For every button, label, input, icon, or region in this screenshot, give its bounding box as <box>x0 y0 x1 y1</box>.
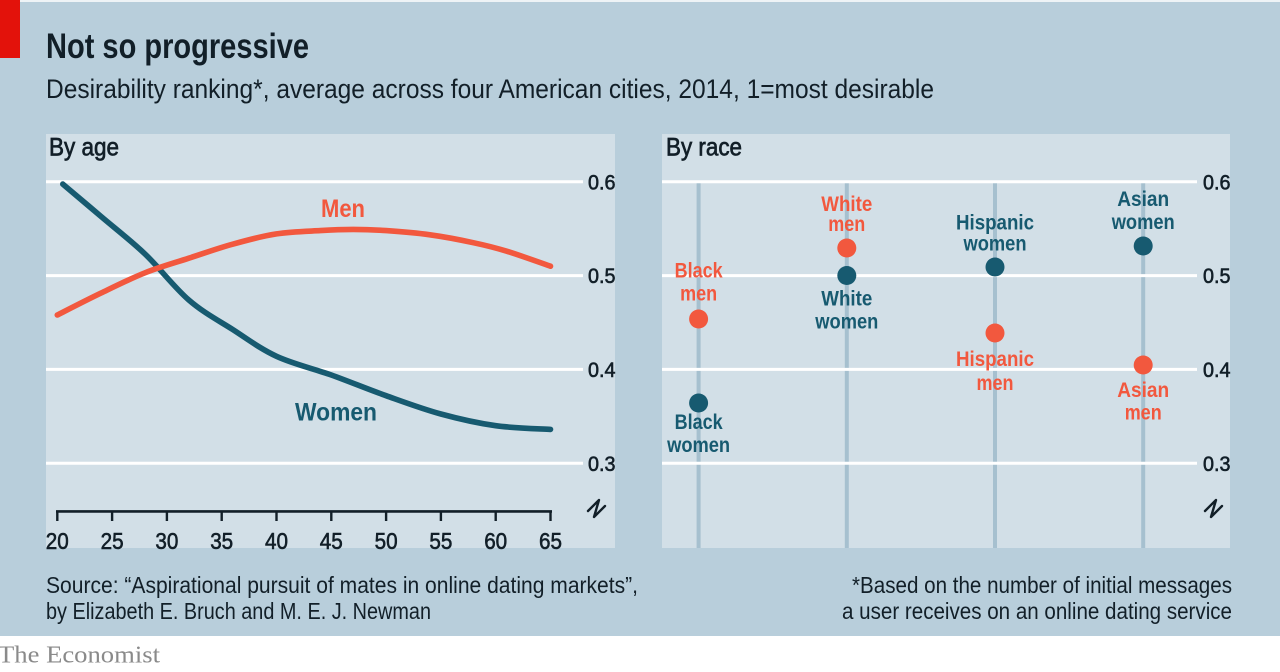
svg-text:55: 55 <box>429 528 452 554</box>
svg-text:0.6: 0.6 <box>588 171 616 194</box>
svg-text:By age: By age <box>49 134 119 162</box>
svg-text:Asian: Asian <box>1117 187 1169 211</box>
svg-text:women: women <box>666 433 730 457</box>
svg-text:45: 45 <box>320 528 343 554</box>
svg-text:Source: “Aspirational pursuit: Source: “Aspirational pursuit of mates i… <box>46 572 638 598</box>
svg-text:20: 20 <box>46 528 69 554</box>
svg-text:0.3: 0.3 <box>1203 453 1231 476</box>
svg-text:25: 25 <box>101 528 124 554</box>
svg-text:a user receives on an online d: a user receives on an online dating serv… <box>842 598 1232 624</box>
svg-text:women: women <box>963 232 1027 256</box>
svg-text:Asian: Asian <box>1117 378 1169 402</box>
svg-text:Hispanic: Hispanic <box>956 347 1034 371</box>
svg-text:Not so progressive: Not so progressive <box>46 27 309 66</box>
svg-text:0.6: 0.6 <box>1203 171 1231 194</box>
svg-text:0.4: 0.4 <box>588 359 616 382</box>
svg-text:men: men <box>977 371 1014 395</box>
svg-text:Women: Women <box>295 399 377 427</box>
svg-text:0.5: 0.5 <box>588 265 616 288</box>
svg-text:0.5: 0.5 <box>1203 265 1231 288</box>
svg-text:60: 60 <box>484 528 507 554</box>
svg-text:65: 65 <box>539 528 562 554</box>
svg-text:Desirability ranking*, average: Desirability ranking*, average across fo… <box>46 74 934 104</box>
svg-text:Hispanic: Hispanic <box>956 211 1034 235</box>
svg-text:*Based on the number of initia: *Based on the number of initial messages <box>852 572 1232 598</box>
svg-text:30: 30 <box>155 528 178 554</box>
svg-text:White: White <box>821 287 872 311</box>
svg-text:40: 40 <box>265 528 288 554</box>
svg-text:men: men <box>1125 401 1162 425</box>
svg-text:35: 35 <box>210 528 233 554</box>
svg-text:50: 50 <box>375 528 398 554</box>
svg-text:women: women <box>1111 210 1175 234</box>
svg-text:women: women <box>814 310 878 334</box>
svg-text:men: men <box>680 282 717 306</box>
svg-text:Black: Black <box>675 410 723 434</box>
svg-text:0.4: 0.4 <box>1203 359 1231 382</box>
svg-text:Black: Black <box>675 259 723 283</box>
svg-text:0.3: 0.3 <box>588 453 616 476</box>
svg-text:men: men <box>828 212 865 236</box>
svg-text:White: White <box>821 192 872 216</box>
svg-text:Men: Men <box>321 195 365 223</box>
svg-text:by Elizabeth E. Bruch and M. E: by Elizabeth E. Bruch and M. E. J. Newma… <box>46 598 431 624</box>
svg-text:By race: By race <box>666 134 742 162</box>
svg-text:The Economist: The Economist <box>0 643 160 669</box>
